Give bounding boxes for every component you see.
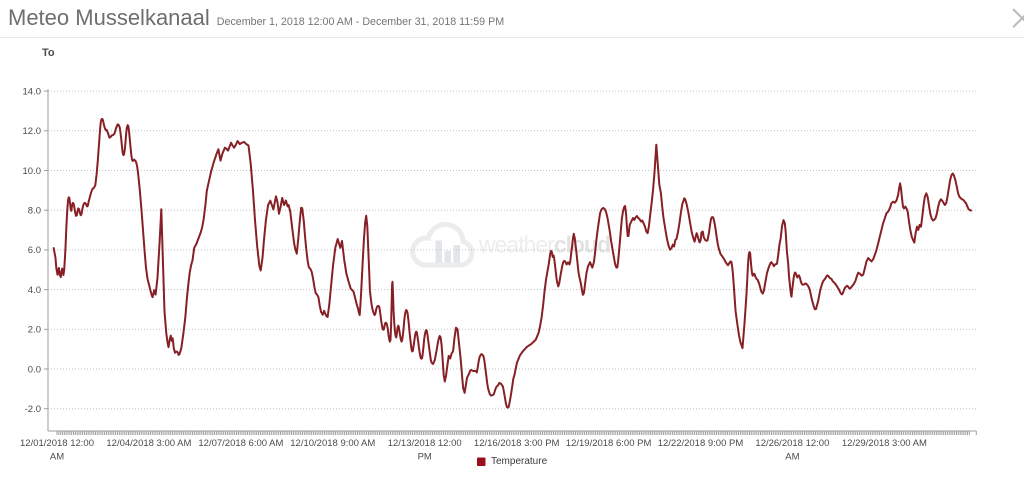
- svg-text:AM: AM: [50, 452, 64, 463]
- svg-text:14.0: 14.0: [23, 86, 42, 97]
- svg-text:12/16/2018 3:00 PM: 12/16/2018 3:00 PM: [474, 438, 560, 449]
- svg-text:6.0: 6.0: [28, 245, 41, 256]
- svg-text:12/26/2018 12:00: 12/26/2018 12:00: [755, 438, 829, 449]
- svg-text:12/13/2018 12:00: 12/13/2018 12:00: [388, 438, 462, 449]
- svg-text:-2.0: -2.0: [25, 404, 41, 415]
- svg-text:12/07/2018 6:00 AM: 12/07/2018 6:00 AM: [198, 438, 283, 449]
- svg-text:12.0: 12.0: [23, 126, 42, 137]
- svg-text:12/22/2018 9:00 PM: 12/22/2018 9:00 PM: [658, 438, 744, 449]
- svg-text:12/29/2018 3:00 AM: 12/29/2018 3:00 AM: [842, 438, 927, 449]
- svg-text:4.0: 4.0: [28, 285, 41, 296]
- svg-text:PM: PM: [418, 452, 432, 463]
- svg-text:0.0: 0.0: [28, 364, 41, 375]
- svg-text:12/01/2018 12:00: 12/01/2018 12:00: [20, 438, 94, 449]
- svg-text:AM: AM: [785, 452, 799, 463]
- svg-text:weathercloud: weathercloud: [478, 232, 610, 258]
- svg-text:2.0: 2.0: [28, 325, 41, 336]
- svg-text:Temperature: Temperature: [491, 456, 548, 467]
- svg-text:12/10/2018 9:00 AM: 12/10/2018 9:00 AM: [290, 438, 375, 449]
- svg-text:12/19/2018 6:00 PM: 12/19/2018 6:00 PM: [566, 438, 652, 449]
- svg-text:10.0: 10.0: [23, 166, 42, 177]
- svg-text:12/04/2018 3:00 AM: 12/04/2018 3:00 AM: [106, 438, 191, 449]
- svg-text:8.0: 8.0: [28, 206, 41, 217]
